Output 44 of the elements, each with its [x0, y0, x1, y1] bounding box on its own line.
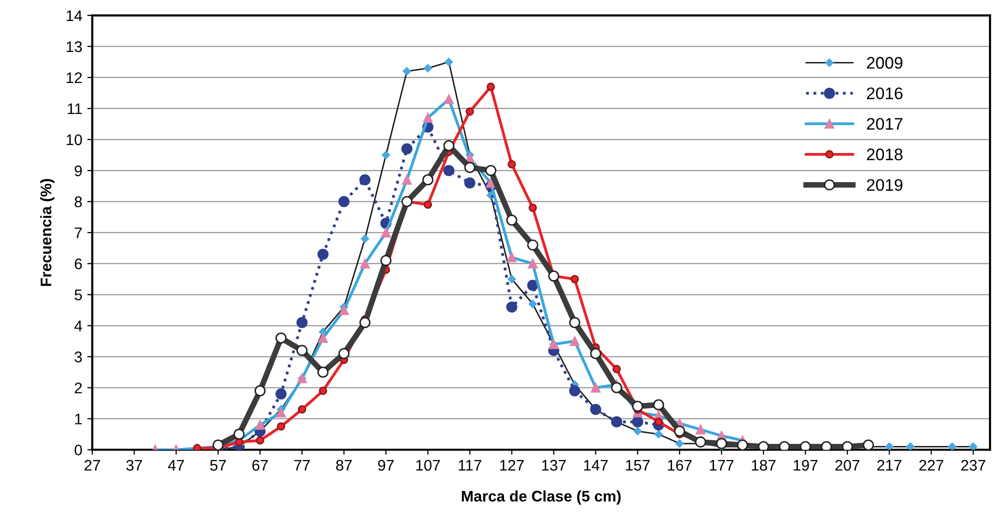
y-tick-label: 0: [74, 444, 82, 456]
x-tick-label: 67: [252, 460, 268, 471]
x-tick-label: 77: [294, 460, 310, 471]
y-tick-label: 5: [74, 290, 82, 300]
y-tick-label: 14: [66, 10, 82, 21]
y-tick-label: 12: [66, 72, 82, 84]
x-tick-label: 207: [835, 460, 860, 471]
y-tick-label: 8: [74, 196, 82, 208]
y-tick-label: 1: [75, 414, 82, 424]
legend-label: 2017: [866, 118, 902, 130]
y-tick-label: 7: [74, 228, 82, 238]
x-tick-label: 197: [794, 460, 818, 471]
x-tick-label: 127: [500, 460, 524, 471]
x-tick-label: 137: [542, 460, 566, 471]
x-tick-label: 157: [626, 460, 650, 471]
legend-label: 2009: [866, 56, 902, 69]
y-tick-label: 9: [74, 165, 82, 176]
y-tick-label: 4: [74, 320, 82, 332]
x-tick-label: 227: [919, 460, 944, 471]
y-tick-label: 2: [74, 382, 82, 394]
x-tick-label: 177: [710, 460, 734, 471]
x-tick-label: 167: [668, 460, 692, 471]
y-tick-label: 11: [68, 104, 82, 114]
y-tick-label: 3: [74, 352, 82, 362]
x-tick-label: 37: [126, 460, 142, 471]
x-tick-label: 107: [416, 460, 440, 471]
x-tick-label: 187: [752, 460, 776, 471]
x-tick-label: 147: [584, 460, 608, 471]
x-tick-label: 57: [210, 460, 226, 471]
legend-label: 2018: [866, 148, 902, 160]
y-axis-title: Frecuencia (%): [40, 179, 54, 286]
x-tick-label: 47: [168, 460, 184, 471]
legend-label: 2016: [866, 87, 902, 100]
x-tick-label: 87: [336, 460, 352, 471]
x-tick-label: 97: [378, 460, 394, 471]
legend-label: 2019: [866, 179, 902, 191]
x-tick-label: 27: [84, 460, 100, 471]
x-tick-label: 237: [961, 460, 986, 471]
y-tick-label: 6: [74, 258, 82, 270]
x-tick-label: 117: [458, 460, 482, 471]
x-tick-label: 217: [877, 460, 902, 471]
y-tick-label: 13: [66, 41, 82, 52]
x-axis-title: Marca de Clase (5 cm): [462, 490, 621, 505]
y-tick-label: 10: [66, 134, 82, 146]
